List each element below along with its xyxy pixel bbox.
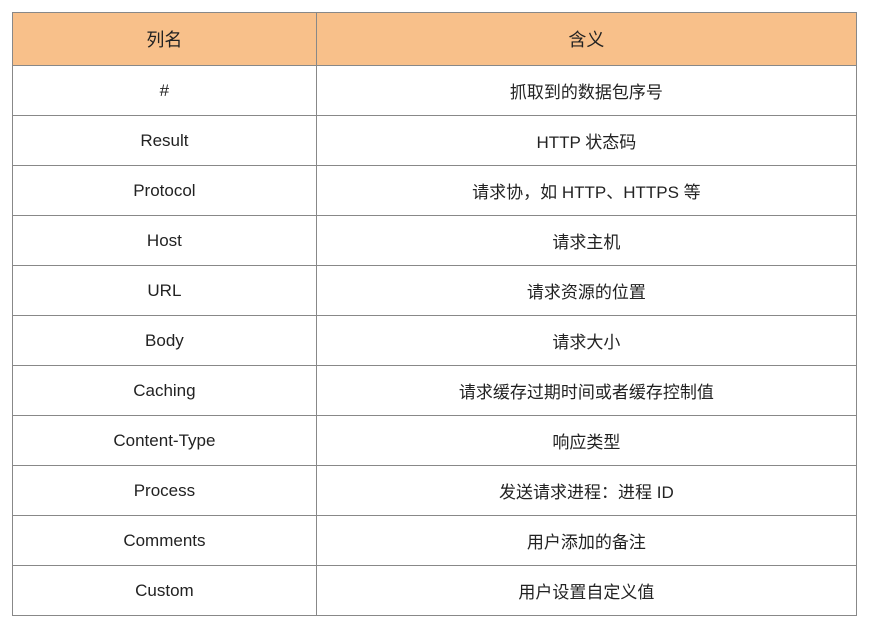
table-row: # 抓取到的数据包序号 <box>13 66 857 116</box>
table-row: URL 请求资源的位置 <box>13 266 857 316</box>
table-row: Content-Type 响应类型 <box>13 416 857 466</box>
table-body: # 抓取到的数据包序号 Result HTTP 状态码 Protocol 请求协… <box>13 66 857 616</box>
cell-name: URL <box>13 266 317 316</box>
header-column-meaning: 含义 <box>316 13 856 66</box>
cell-name: Comments <box>13 516 317 566</box>
cell-meaning: 响应类型 <box>316 416 856 466</box>
cell-name: Body <box>13 316 317 366</box>
cell-meaning: 请求大小 <box>316 316 856 366</box>
cell-meaning: 用户设置自定义值 <box>316 566 856 616</box>
definitions-table: 列名 含义 # 抓取到的数据包序号 Result HTTP 状态码 Protoc… <box>12 12 857 616</box>
cell-name: Result <box>13 116 317 166</box>
table-row: Custom 用户设置自定义值 <box>13 566 857 616</box>
cell-meaning: 发送请求进程：进程 ID <box>316 466 856 516</box>
cell-name: Protocol <box>13 166 317 216</box>
cell-name: Process <box>13 466 317 516</box>
cell-name: Custom <box>13 566 317 616</box>
table-row: Process 发送请求进程：进程 ID <box>13 466 857 516</box>
cell-meaning: 请求协，如 HTTP、HTTPS 等 <box>316 166 856 216</box>
cell-meaning: 抓取到的数据包序号 <box>316 66 856 116</box>
table-row: Result HTTP 状态码 <box>13 116 857 166</box>
table-row: Host 请求主机 <box>13 216 857 266</box>
table-row: Body 请求大小 <box>13 316 857 366</box>
cell-meaning: 用户添加的备注 <box>316 516 856 566</box>
cell-name: Content-Type <box>13 416 317 466</box>
cell-name: Caching <box>13 366 317 416</box>
cell-meaning: 请求缓存过期时间或者缓存控制值 <box>316 366 856 416</box>
cell-name: # <box>13 66 317 116</box>
cell-meaning: 请求资源的位置 <box>316 266 856 316</box>
cell-name: Host <box>13 216 317 266</box>
table-row: Protocol 请求协，如 HTTP、HTTPS 等 <box>13 166 857 216</box>
cell-meaning: HTTP 状态码 <box>316 116 856 166</box>
table-header-row: 列名 含义 <box>13 13 857 66</box>
table-row: Comments 用户添加的备注 <box>13 516 857 566</box>
cell-meaning: 请求主机 <box>316 216 856 266</box>
header-column-name: 列名 <box>13 13 317 66</box>
table-row: Caching 请求缓存过期时间或者缓存控制值 <box>13 366 857 416</box>
